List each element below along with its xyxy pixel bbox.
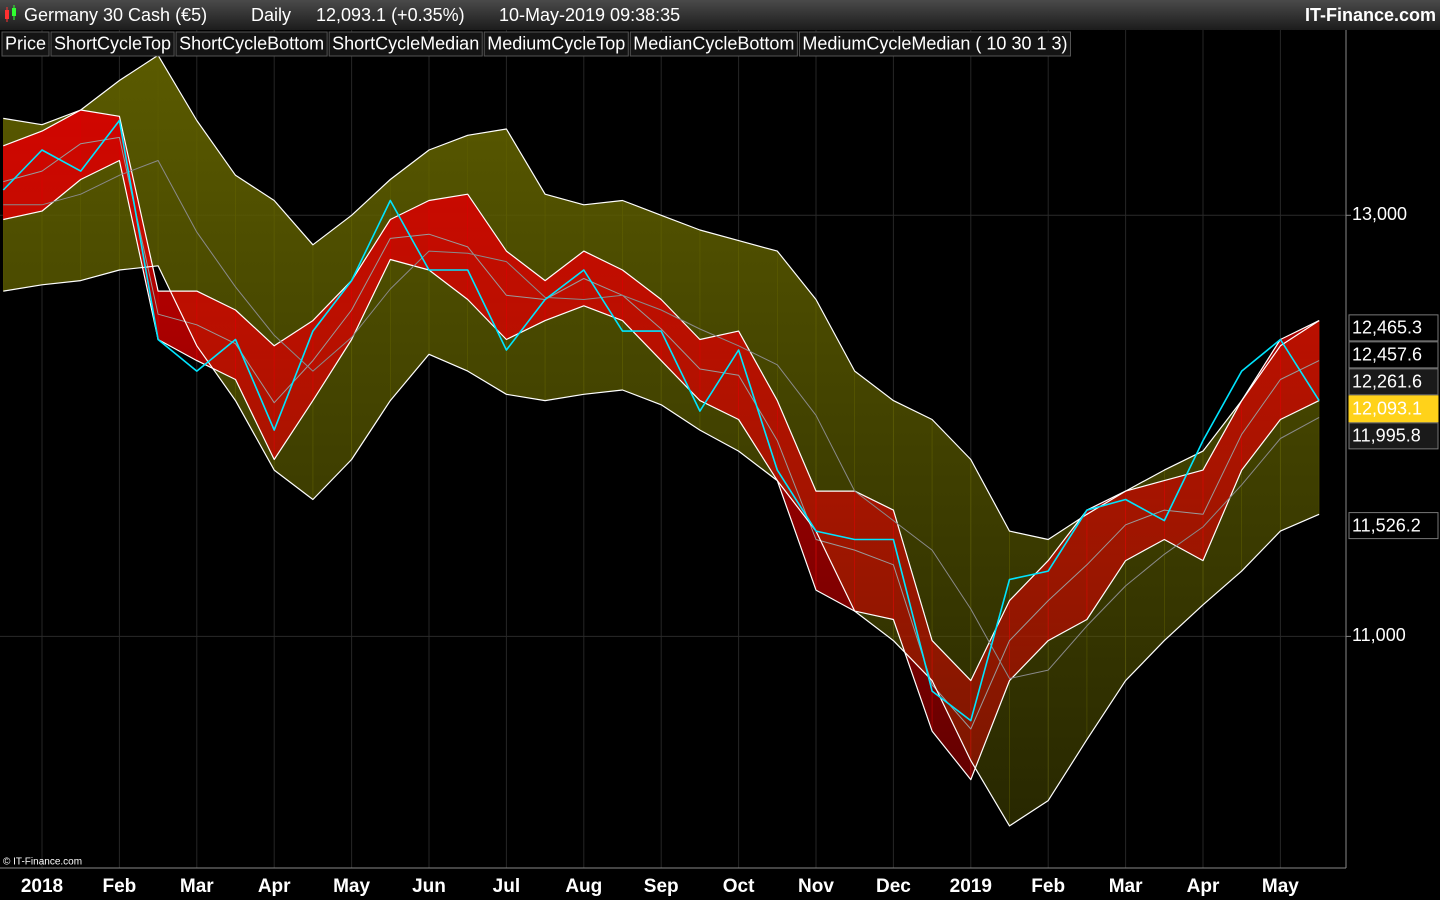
- price-label-box: [1348, 341, 1439, 369]
- x-tick-label: Mar: [180, 876, 214, 897]
- price-label-box: [1348, 422, 1439, 450]
- x-tick-label: Mar: [1109, 876, 1143, 897]
- y-tick-label: 13,000: [1352, 204, 1407, 224]
- x-tick-label: Feb: [1031, 876, 1065, 897]
- band-segment: [2, 130, 43, 220]
- price-label-box: [1348, 368, 1439, 396]
- x-tick-label: May: [1262, 876, 1299, 897]
- legend-box: [483, 31, 629, 57]
- legend-box: [798, 31, 1071, 57]
- x-tick-label: Nov: [798, 876, 834, 897]
- plot-area: [0, 30, 1346, 868]
- x-tick-label: 2018: [21, 876, 63, 897]
- price-label: 12,457.6: [1352, 345, 1422, 365]
- legend-label: ShortCycleMedian: [332, 33, 479, 53]
- legend-box: [175, 31, 328, 57]
- legend-label: ShortCycleBottom: [179, 33, 324, 53]
- instrument-icon: [5, 5, 16, 22]
- band-segment: [854, 490, 894, 620]
- x-tick-label: Dec: [876, 876, 911, 897]
- legend-label: MediumCycleMedian ( 10 30 1 3): [802, 33, 1067, 53]
- header-bar: [0, 0, 1440, 30]
- x-tick-label: Feb: [103, 876, 137, 897]
- x-tick-label: Jun: [412, 876, 446, 897]
- series-line: [3, 159, 1320, 781]
- x-tick-label: Apr: [258, 876, 291, 897]
- legend-label: MediumCycleTop: [487, 33, 625, 53]
- price-label: 12,093.1: [1352, 399, 1422, 419]
- legend-box: [1, 31, 50, 57]
- series-line: [3, 265, 1320, 827]
- legend-box: [629, 31, 798, 57]
- brand: IT-Finance.com: [1305, 5, 1436, 25]
- legend-box: [328, 31, 483, 57]
- x-tick-label: May: [333, 876, 370, 897]
- price-label: 11,526.2: [1352, 515, 1421, 535]
- copyright: © IT-Finance.com: [3, 857, 82, 868]
- x-tick-label: Sep: [644, 876, 679, 897]
- x-tick-label: Apr: [1187, 876, 1220, 897]
- series-line: [3, 109, 1320, 682]
- x-tick-label: Jul: [493, 876, 520, 897]
- price-label-box: [1348, 512, 1439, 540]
- price-label-box: [1348, 395, 1439, 423]
- x-tick-label: Oct: [723, 876, 755, 897]
- y-tick-label: 11,000: [1352, 625, 1406, 645]
- price-label: 12,465.3: [1352, 318, 1422, 338]
- x-tick-label: Aug: [565, 876, 602, 897]
- legend-box: [50, 31, 175, 57]
- legend: Price ShortCycleTop ShortCycleBottom ShortC…: [1, 31, 1071, 57]
- price-label-box: [1348, 314, 1439, 342]
- legend-label: ShortCycleTop: [54, 33, 171, 53]
- price-label: 12,261.6: [1352, 372, 1422, 392]
- legend-label: MedianCycleBottom: [633, 33, 794, 53]
- series-line: [3, 160, 1320, 679]
- x-tick-label: 2019: [950, 876, 992, 897]
- timestamp: 10-May-2019 09:38:35: [499, 5, 680, 25]
- series-line: [3, 136, 1320, 730]
- period: Daily: [251, 5, 291, 25]
- series-line: [2, 119, 1320, 722]
- instrument: Germany 30 Cash (€5): [24, 5, 207, 25]
- quote: 12,093.1 (+0.35%): [316, 5, 465, 25]
- price-label: 11,995.8: [1352, 426, 1421, 446]
- legend-label: Price: [5, 33, 46, 53]
